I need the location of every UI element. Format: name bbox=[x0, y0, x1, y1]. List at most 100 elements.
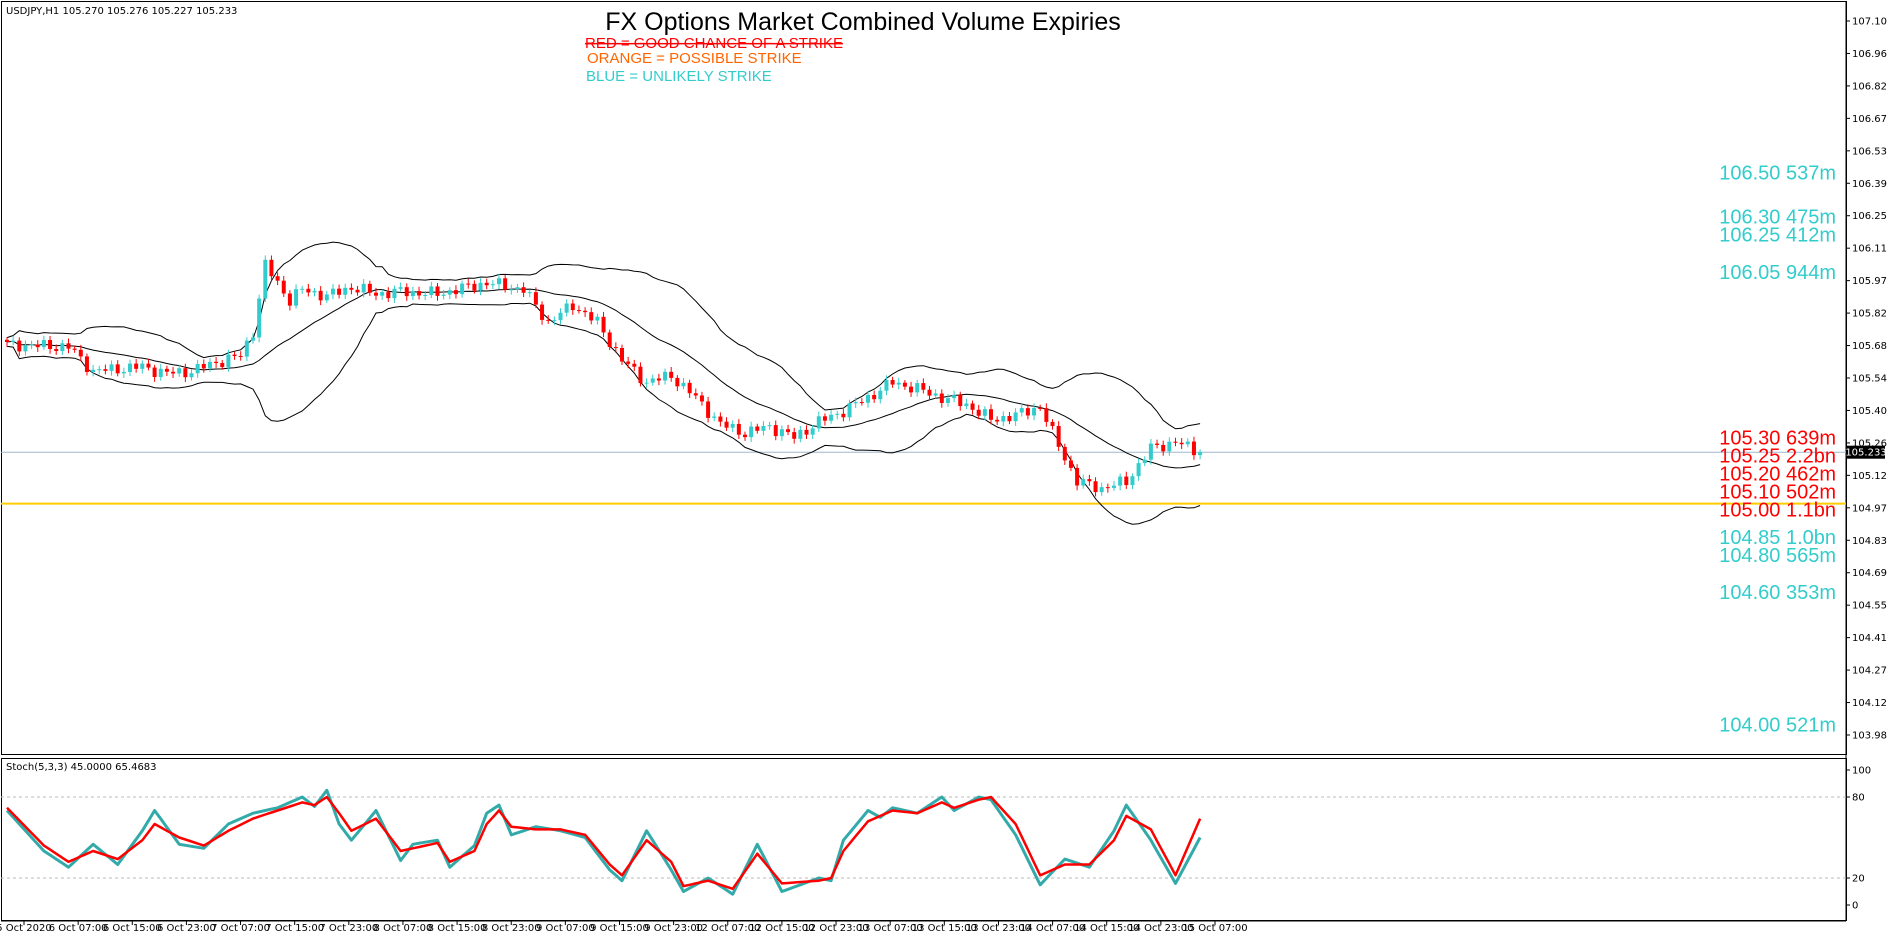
time-tick-label: 13 Oct 15:00 bbox=[912, 923, 977, 933]
candle bbox=[1025, 404, 1030, 420]
candle bbox=[447, 287, 452, 299]
price-tick-label: 105.545 bbox=[1852, 374, 1887, 385]
price-tick-label: 106.110 bbox=[1852, 244, 1887, 255]
candle bbox=[1142, 456, 1147, 467]
candle bbox=[251, 332, 255, 344]
candle bbox=[11, 335, 16, 346]
price-tick-label: 105.825 bbox=[1852, 309, 1887, 320]
candle bbox=[829, 409, 834, 424]
candle bbox=[773, 420, 778, 441]
candle bbox=[466, 278, 471, 289]
candle bbox=[214, 357, 219, 368]
candle bbox=[816, 411, 821, 432]
candle bbox=[509, 284, 514, 295]
candle bbox=[933, 389, 938, 399]
candle bbox=[583, 307, 588, 317]
candle bbox=[164, 365, 169, 377]
candle bbox=[269, 255, 274, 281]
candle bbox=[343, 283, 348, 300]
candle bbox=[1019, 403, 1024, 417]
stochastic-panel-frame bbox=[1, 758, 1847, 921]
candle bbox=[121, 367, 126, 378]
candle bbox=[626, 356, 631, 369]
strike-label: 105.30 639m bbox=[1719, 427, 1836, 449]
candle bbox=[976, 404, 981, 420]
price-tick-label: 106.395 bbox=[1852, 179, 1887, 190]
strike-label: 106.25 412m bbox=[1719, 225, 1836, 247]
price-tick-label: 105.970 bbox=[1852, 276, 1887, 287]
candle bbox=[115, 360, 120, 377]
candle bbox=[441, 289, 446, 300]
candle bbox=[128, 359, 132, 377]
price-tick-label: 104.410 bbox=[1852, 633, 1887, 644]
candle bbox=[681, 377, 686, 390]
candle bbox=[72, 345, 77, 353]
candle bbox=[945, 394, 950, 407]
candle bbox=[921, 378, 926, 394]
candle bbox=[724, 417, 729, 431]
candlesticks bbox=[5, 255, 1203, 497]
time-tick-label: 14 Oct 23:00 bbox=[1128, 923, 1193, 933]
candle bbox=[1130, 473, 1135, 490]
candle bbox=[472, 280, 477, 294]
time-tick-label: 9 Oct 23:00 bbox=[644, 923, 703, 933]
candle bbox=[620, 344, 624, 366]
candle bbox=[1050, 419, 1055, 430]
legend-orange: ORANGE = POSSIBLE STRIKE bbox=[587, 50, 802, 67]
band-upper bbox=[6, 241, 1201, 430]
candle bbox=[644, 378, 649, 388]
candle bbox=[1155, 439, 1160, 449]
strike-label: 104.80 565m bbox=[1719, 545, 1836, 567]
candle bbox=[915, 379, 920, 397]
candle bbox=[1068, 455, 1073, 472]
candle bbox=[663, 368, 668, 385]
candle bbox=[1105, 483, 1110, 493]
strike-label: 106.05 944m bbox=[1719, 262, 1836, 284]
candle bbox=[749, 421, 754, 442]
candle bbox=[287, 290, 292, 311]
candle bbox=[17, 337, 22, 356]
candle bbox=[1148, 438, 1153, 465]
candle bbox=[103, 364, 108, 375]
candle bbox=[257, 294, 262, 343]
candle bbox=[896, 377, 901, 390]
candle bbox=[1173, 437, 1178, 447]
candle bbox=[743, 431, 747, 441]
time-tick-label: 12 Oct 23:00 bbox=[803, 923, 868, 933]
price-tick-label: 106.820 bbox=[1852, 81, 1887, 92]
candle bbox=[380, 289, 385, 300]
strike-label: 106.30 475m bbox=[1719, 207, 1836, 229]
candle bbox=[349, 283, 354, 295]
strike-label: 105.25 2.2bn bbox=[1719, 445, 1836, 467]
candle bbox=[337, 284, 342, 299]
band-lower bbox=[6, 302, 1201, 525]
candle bbox=[146, 358, 151, 371]
candle bbox=[398, 282, 403, 292]
candle bbox=[263, 255, 268, 303]
stoch-main-line bbox=[5, 788, 1202, 896]
candle bbox=[361, 279, 366, 298]
strike-label: 105.10 502m bbox=[1719, 481, 1836, 503]
time-tick-label: 7 Oct 23:00 bbox=[319, 923, 378, 933]
candle bbox=[238, 351, 243, 361]
candle bbox=[324, 290, 329, 304]
current-price-tag bbox=[1847, 445, 1885, 459]
candle bbox=[798, 425, 803, 443]
price-tick-label: 107.100 bbox=[1852, 17, 1887, 28]
time-tick-label: 14 Oct 07:00 bbox=[1020, 923, 1085, 933]
candle bbox=[497, 273, 501, 289]
candle bbox=[779, 425, 784, 441]
candle bbox=[515, 283, 520, 293]
candle bbox=[453, 285, 458, 299]
price-tick-label: 104.835 bbox=[1852, 536, 1887, 547]
candle bbox=[60, 339, 65, 356]
time-tick-label: 15 Oct 07:00 bbox=[1182, 923, 1247, 933]
candle bbox=[281, 276, 286, 297]
candle bbox=[687, 379, 692, 399]
candle bbox=[386, 287, 391, 302]
candle bbox=[546, 315, 551, 324]
candle bbox=[392, 285, 397, 303]
candle bbox=[1191, 436, 1196, 460]
candle bbox=[995, 416, 1000, 425]
